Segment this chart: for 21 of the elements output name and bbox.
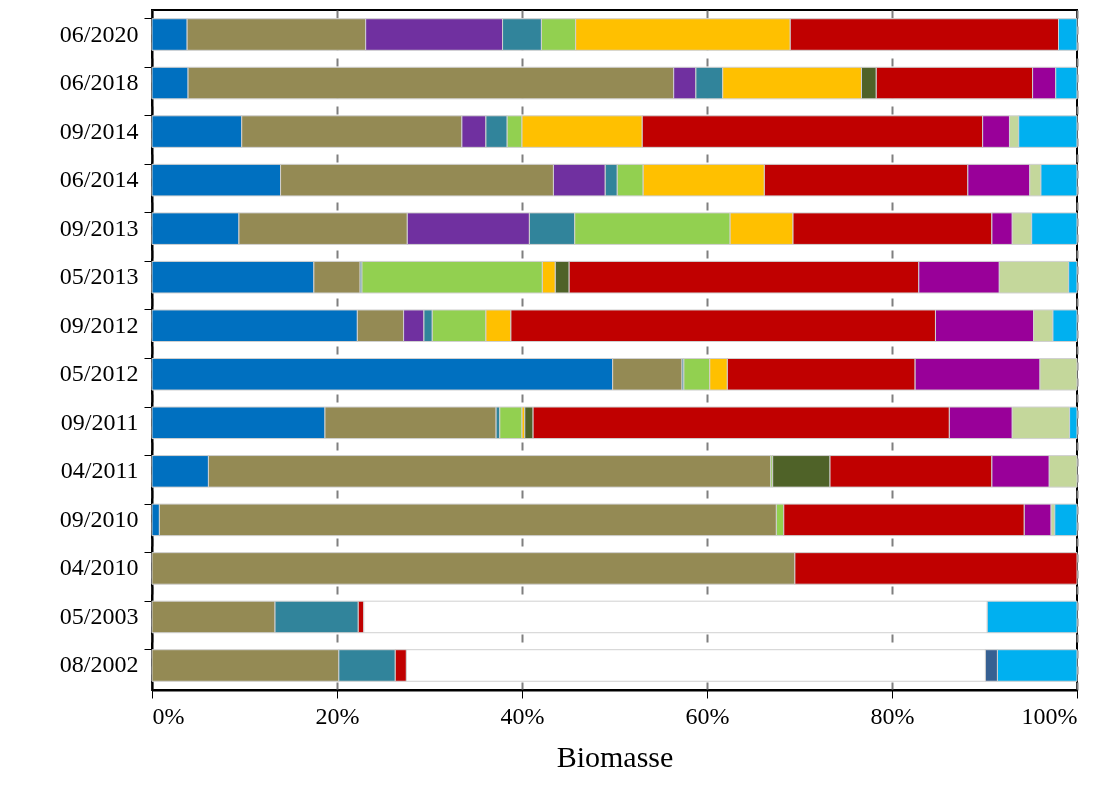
- y-tick-label: 09/2010: [59, 505, 139, 532]
- x-tick-label: 80%: [870, 702, 915, 729]
- y-tick-label: 04/2011: [60, 457, 139, 484]
- y-tick-label: 06/2014: [59, 166, 139, 193]
- y-tick-label: 09/2011: [60, 408, 139, 435]
- y-tick-label: 05/2003: [59, 602, 139, 629]
- x-tick-label: 20%: [315, 702, 360, 729]
- y-tick-label: 06/2018: [59, 69, 139, 96]
- y-tick-label: 09/2012: [59, 311, 139, 338]
- y-tick-label: 09/2013: [59, 214, 139, 241]
- y-tick-label: 06/2020: [59, 20, 139, 47]
- x-axis-title: Biomasse: [556, 739, 674, 773]
- y-tick-label: 09/2014: [59, 117, 139, 144]
- y-tick-label: 05/2013: [59, 263, 139, 290]
- y-tick-label: 04/2010: [59, 554, 139, 581]
- y-tick-label: 08/2002: [59, 651, 139, 678]
- x-tick-label: 0%: [152, 702, 185, 729]
- x-tick-label: 100%: [1021, 702, 1078, 729]
- x-tick-label: 60%: [685, 702, 730, 729]
- y-tick-label: 05/2012: [59, 360, 139, 387]
- x-tick-label: 40%: [500, 702, 545, 729]
